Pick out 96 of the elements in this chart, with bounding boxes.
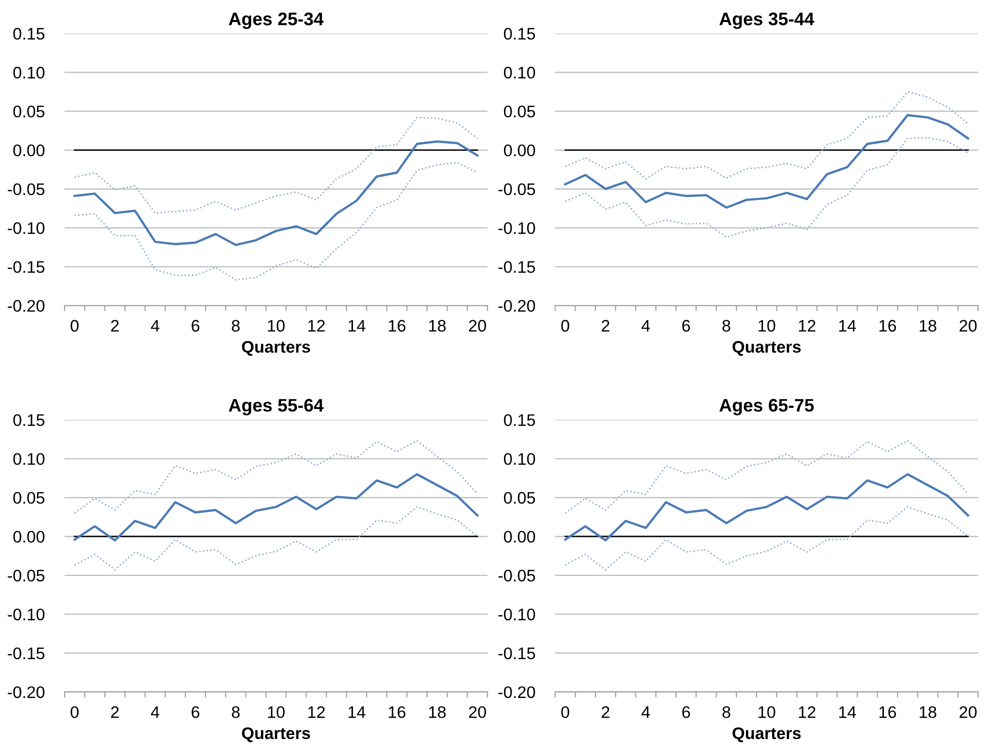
x-tick-label: 6 xyxy=(682,706,690,718)
line-series xyxy=(74,440,478,514)
x-tick-label: 2 xyxy=(602,320,610,332)
x-tick-label: 12 xyxy=(308,706,325,718)
line-series xyxy=(74,140,479,246)
x-tick-label: 14 xyxy=(348,706,366,718)
x-tick-label: 4 xyxy=(642,320,650,332)
x-tick-label: 10 xyxy=(758,320,776,332)
x-tick-label: 8 xyxy=(722,320,730,332)
y-tick-label: 0.15 xyxy=(504,414,536,426)
x-tick-label: 10 xyxy=(758,706,776,718)
line-series xyxy=(74,116,478,214)
y-tick-label: 0.15 xyxy=(13,28,44,40)
line-series xyxy=(564,91,969,180)
x-tick-label: 20 xyxy=(468,320,486,332)
y-tick-label: -0.10 xyxy=(8,222,44,234)
x-tick-label: 2 xyxy=(602,706,610,718)
x-tick-label: 0 xyxy=(70,706,79,718)
x-tick-label: 18 xyxy=(920,320,936,332)
y-tick-label: -0.05 xyxy=(8,183,44,196)
line-series xyxy=(564,440,969,514)
x-axis-title: Quarters xyxy=(732,727,801,742)
y-tick-label: -0.20 xyxy=(498,300,536,312)
y-tick-label: 0.15 xyxy=(13,414,44,426)
x-tick-label: 0 xyxy=(70,320,79,332)
y-tick-label: 0.05 xyxy=(13,106,44,118)
y-tick-label: -0.15 xyxy=(8,261,44,273)
x-tick-label: 20 xyxy=(960,706,977,718)
y-tick-label: 0.10 xyxy=(504,453,536,465)
line-series xyxy=(74,473,479,542)
y-tick-label: -0.10 xyxy=(8,608,44,620)
x-tick-label: 14 xyxy=(839,706,856,718)
x-tick-label: 0 xyxy=(561,320,570,332)
line-series xyxy=(564,114,970,209)
x-tick-label: 8 xyxy=(232,320,240,332)
y-tick-label: -0.15 xyxy=(498,261,536,273)
line-series xyxy=(74,506,478,571)
y-tick-label: -0.05 xyxy=(498,570,536,582)
x-tick-label: 12 xyxy=(308,320,325,332)
y-tick-label: 0.00 xyxy=(504,144,536,156)
x-axis-title: Quarters xyxy=(242,727,310,742)
x-tick-label: 8 xyxy=(722,706,730,718)
x-tick-label: 12 xyxy=(798,706,816,718)
x-tick-label: 2 xyxy=(111,320,119,332)
x-tick-label: 6 xyxy=(192,320,200,332)
x-tick-label: 10 xyxy=(268,320,285,332)
x-tick-label: 14 xyxy=(839,320,856,332)
line-series xyxy=(564,473,970,542)
x-tick-label: 20 xyxy=(960,320,977,332)
line-series xyxy=(74,162,478,281)
x-tick-label: 18 xyxy=(429,320,446,332)
y-tick-label: -0.05 xyxy=(8,570,44,582)
y-tick-label: 0.10 xyxy=(504,66,536,79)
x-tick-label: 6 xyxy=(682,320,690,332)
x-tick-label: 16 xyxy=(388,706,406,718)
x-tick-label: 4 xyxy=(150,320,160,332)
y-tick-label: -0.10 xyxy=(498,222,536,234)
x-tick-label: 18 xyxy=(429,706,446,718)
y-tick-label: -0.10 xyxy=(498,608,536,620)
y-tick-label: 0.00 xyxy=(13,144,44,156)
x-tick-label: 16 xyxy=(388,320,406,332)
chart-title: Ages 65-75 xyxy=(719,398,814,416)
y-tick-label: 0.05 xyxy=(504,492,536,504)
chart-title: Ages 35-44 xyxy=(719,12,814,29)
x-tick-label: 2 xyxy=(111,706,119,718)
chart-title: Ages 25-34 xyxy=(228,12,324,29)
x-axis-title: Quarters xyxy=(242,340,310,356)
x-tick-label: 16 xyxy=(879,320,896,332)
y-tick-label: 0.15 xyxy=(504,28,536,40)
x-tick-label: 10 xyxy=(268,706,285,718)
y-tick-label: -0.05 xyxy=(498,183,536,196)
x-tick-label: 14 xyxy=(348,320,366,332)
y-tick-label: -0.20 xyxy=(8,686,44,698)
x-tick-label: 20 xyxy=(468,706,486,718)
x-tick-label: 12 xyxy=(798,320,816,332)
y-tick-label: 0.05 xyxy=(13,492,44,504)
x-axis-title: Quarters xyxy=(732,340,801,356)
y-tick-label: -0.20 xyxy=(8,300,44,312)
y-tick-label: 0.10 xyxy=(13,66,44,79)
line-series xyxy=(564,136,969,238)
x-tick-label: 0 xyxy=(561,706,570,718)
y-tick-label: -0.20 xyxy=(498,686,536,698)
x-tick-label: 4 xyxy=(642,706,650,718)
line-series xyxy=(564,506,969,571)
y-tick-label: 0.10 xyxy=(13,453,44,465)
x-tick-label: 18 xyxy=(920,706,936,718)
y-tick-label: 0.00 xyxy=(13,530,44,543)
chart-title: Ages 55-64 xyxy=(228,398,324,416)
y-tick-label: -0.15 xyxy=(498,647,536,660)
y-tick-label: 0.05 xyxy=(504,106,536,118)
x-tick-label: 4 xyxy=(150,706,160,718)
y-tick-label: 0.00 xyxy=(504,530,536,543)
x-tick-label: 8 xyxy=(232,706,240,718)
y-tick-label: -0.15 xyxy=(8,647,44,660)
x-tick-label: 6 xyxy=(192,706,200,718)
x-tick-label: 16 xyxy=(879,706,896,718)
